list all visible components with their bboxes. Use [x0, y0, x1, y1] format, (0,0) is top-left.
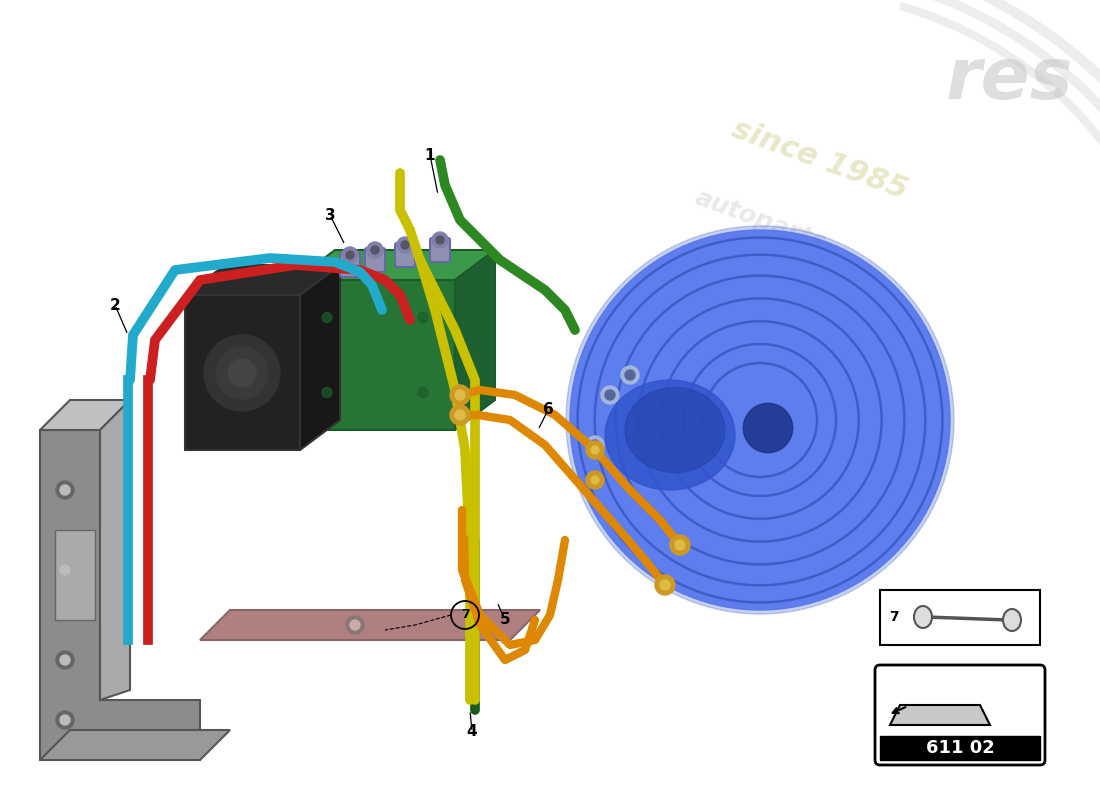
Text: 1: 1: [425, 147, 436, 162]
Polygon shape: [100, 400, 130, 700]
FancyBboxPatch shape: [340, 253, 360, 277]
Circle shape: [60, 715, 70, 725]
Circle shape: [591, 446, 600, 454]
Circle shape: [350, 620, 360, 630]
Circle shape: [56, 481, 74, 499]
Circle shape: [566, 226, 954, 614]
Ellipse shape: [914, 606, 932, 628]
Circle shape: [60, 655, 70, 665]
Text: 5: 5: [499, 613, 510, 627]
Text: 4: 4: [466, 725, 477, 739]
Circle shape: [371, 246, 380, 254]
Circle shape: [397, 237, 412, 253]
Circle shape: [56, 561, 74, 579]
Circle shape: [436, 236, 444, 244]
Polygon shape: [40, 730, 230, 760]
Circle shape: [670, 535, 690, 555]
Circle shape: [590, 440, 600, 450]
Circle shape: [621, 366, 639, 384]
Circle shape: [228, 359, 256, 387]
Circle shape: [455, 390, 465, 400]
Circle shape: [216, 347, 268, 399]
Circle shape: [675, 540, 685, 550]
FancyBboxPatch shape: [880, 736, 1040, 760]
Circle shape: [322, 387, 332, 398]
Text: 6: 6: [542, 402, 553, 418]
Polygon shape: [40, 400, 130, 430]
Polygon shape: [185, 265, 340, 295]
Polygon shape: [300, 265, 340, 450]
Polygon shape: [185, 295, 300, 450]
Circle shape: [570, 230, 950, 610]
Ellipse shape: [625, 387, 725, 473]
FancyBboxPatch shape: [880, 590, 1040, 645]
Circle shape: [402, 241, 409, 249]
Circle shape: [56, 711, 74, 729]
Circle shape: [601, 386, 619, 404]
FancyBboxPatch shape: [365, 248, 385, 272]
Circle shape: [346, 251, 354, 259]
Circle shape: [432, 232, 448, 248]
Circle shape: [660, 580, 670, 590]
Circle shape: [654, 575, 675, 595]
Circle shape: [591, 476, 600, 484]
Circle shape: [450, 385, 470, 405]
Text: 611 02: 611 02: [925, 739, 994, 757]
Polygon shape: [295, 250, 495, 280]
Circle shape: [455, 410, 465, 420]
Circle shape: [744, 403, 793, 453]
Circle shape: [586, 471, 604, 489]
Text: res: res: [946, 46, 1074, 114]
FancyBboxPatch shape: [430, 238, 450, 262]
FancyBboxPatch shape: [395, 243, 415, 267]
Circle shape: [450, 405, 470, 425]
Circle shape: [56, 651, 74, 669]
Circle shape: [367, 242, 383, 258]
Circle shape: [418, 313, 428, 322]
Circle shape: [346, 616, 364, 634]
Circle shape: [204, 335, 280, 411]
Text: since 1985: since 1985: [728, 114, 912, 206]
Circle shape: [60, 485, 70, 495]
Text: 7: 7: [461, 609, 470, 622]
Text: 7: 7: [889, 610, 899, 624]
Circle shape: [586, 441, 604, 459]
Polygon shape: [890, 705, 990, 725]
Circle shape: [60, 565, 70, 575]
Text: 3: 3: [324, 207, 336, 222]
Ellipse shape: [1003, 609, 1021, 631]
Circle shape: [605, 390, 615, 400]
FancyBboxPatch shape: [874, 665, 1045, 765]
Polygon shape: [40, 430, 200, 760]
Polygon shape: [55, 530, 95, 620]
Text: 2: 2: [110, 298, 120, 313]
Text: autoparts: autoparts: [691, 185, 828, 255]
Polygon shape: [455, 250, 495, 430]
Circle shape: [625, 370, 635, 380]
Circle shape: [322, 313, 332, 322]
Circle shape: [418, 387, 428, 398]
Circle shape: [342, 247, 358, 263]
Polygon shape: [200, 610, 540, 640]
Circle shape: [586, 436, 604, 454]
Polygon shape: [295, 280, 455, 430]
Ellipse shape: [605, 380, 735, 490]
